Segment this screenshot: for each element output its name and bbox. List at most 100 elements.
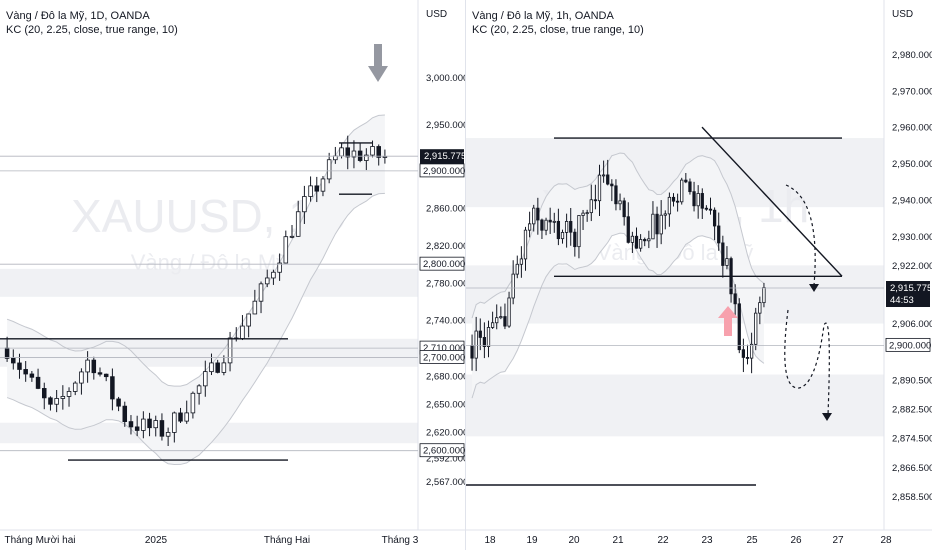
candle-body (134, 426, 140, 431)
x-tick-label: Tháng Mười hai (4, 535, 75, 546)
candle-body (527, 223, 532, 231)
chart-panel-daily[interactable]: XAUUSD, 1D Vàng / Đô la Mỹ 3,000.000 2,950.… (0, 0, 468, 550)
candle-body (196, 385, 202, 394)
daily-chart-title: Vàng / Đô la Mỹ, 1D, OANDA (6, 10, 150, 22)
x-tick-label: 26 (790, 535, 802, 546)
candle-body (227, 337, 233, 364)
candle-body (754, 312, 758, 345)
candle-body (593, 199, 598, 202)
dashed-path-down (784, 309, 830, 416)
candle-body (172, 412, 177, 433)
candle-body (110, 376, 115, 400)
candle-body (264, 277, 270, 285)
level-price-badge (885, 337, 931, 352)
y-tick-label: 2,882.500 (892, 405, 932, 416)
candle-body (97, 372, 103, 375)
candle-body (515, 263, 519, 275)
candle-body (552, 220, 556, 223)
y-tick-label: 2,740.000 (426, 316, 466, 327)
candle-body (762, 287, 766, 304)
candle-body (536, 207, 540, 221)
level-price-badge (419, 163, 465, 178)
candle-body (72, 382, 78, 392)
candle-body (503, 316, 507, 327)
hourly-chart-canvas[interactable]: XAUUSD, 1hVàng / Đô la Mỹ2,980.0002,970.… (466, 0, 932, 550)
current-price-badge (886, 281, 930, 308)
x-tick-label: 21 (612, 535, 624, 546)
level-price-label: 2,800.000 (423, 259, 465, 270)
level-price-label: 2,710.000 (423, 343, 465, 354)
candle-body (610, 183, 614, 187)
down-arrow (368, 44, 388, 82)
candle-body (507, 297, 511, 327)
candle-body (141, 418, 146, 431)
keltner-fill (472, 153, 764, 399)
candle-body (717, 225, 721, 244)
candle-body (17, 362, 22, 370)
sr-zone (466, 374, 884, 437)
level-price-label: 2,700.000 (423, 352, 465, 363)
candle-body (544, 219, 548, 231)
candle-body (382, 156, 388, 158)
candle-body (376, 146, 381, 158)
candle-body (737, 303, 741, 351)
x-tick-label: 27 (832, 535, 844, 546)
candle-body (48, 397, 53, 405)
x-tick-label: Tháng 3 (382, 535, 419, 546)
candle-body (240, 325, 245, 339)
candle-body (159, 420, 165, 437)
candle-body (85, 359, 90, 373)
sr-zone (0, 268, 418, 297)
candle-body (91, 359, 97, 374)
panel-divider[interactable] (465, 0, 466, 550)
y-tick-label: 2,980.000 (892, 50, 932, 61)
candle-body (622, 200, 626, 218)
candle-body (326, 159, 332, 180)
y-tick-label: 2,960.000 (892, 123, 932, 134)
candle-body (357, 150, 363, 161)
candle-body (560, 232, 565, 240)
candle-body (295, 211, 301, 237)
candle-body (651, 213, 655, 240)
watermark-sub: Vàng / Đô la Mỹ (131, 250, 288, 275)
candle-body (725, 258, 729, 266)
level-price-badge (419, 350, 465, 364)
daily-legend: Vàng / Đô la Mỹ, 1D, OANDA KC (20, 2.25,… (6, 9, 178, 37)
candle-body (29, 373, 35, 378)
candle-body (165, 431, 171, 437)
candle-body (626, 216, 630, 243)
candle-body (11, 357, 16, 364)
candle-body (532, 207, 536, 225)
candle-body (745, 357, 750, 359)
hourly-chart-title: Vàng / Đô la Mỹ, 1h, OANDA (472, 10, 614, 22)
trendline (701, 126, 843, 277)
dashed-path-top (785, 184, 816, 286)
candle-body (4, 347, 10, 359)
candle-body (548, 219, 552, 223)
candle-body (190, 392, 196, 414)
candle-body (482, 337, 487, 347)
candle-body (215, 362, 220, 373)
candle-body (696, 193, 700, 207)
candle-body (302, 196, 307, 213)
y-tick-label: 2,866.500 (892, 463, 932, 474)
candle-body (733, 293, 737, 305)
candle-body (252, 300, 258, 315)
y-tick-label: 2,780.000 (426, 278, 466, 289)
candle-body (630, 235, 635, 243)
candle-body (692, 191, 696, 207)
candle-body (283, 236, 289, 264)
current-price-label: 2,915.775 (424, 151, 466, 162)
daily-indicator-label: KC (20, 2.25, close, true range, 10) (6, 24, 178, 36)
candle-body (569, 221, 573, 233)
candle-body (308, 185, 313, 197)
candle-body (601, 174, 606, 177)
candle-body (704, 207, 709, 210)
x-tick-label: 28 (880, 535, 892, 546)
candle-body (339, 147, 344, 157)
candle-body (712, 209, 717, 227)
y-tick-label: 2,940.000 (892, 195, 932, 206)
candle-body (209, 362, 214, 373)
chart-panel-hourly[interactable]: XAUUSD, 1hVàng / Đô la Mỹ2,980.0002,970.… (466, 0, 932, 550)
